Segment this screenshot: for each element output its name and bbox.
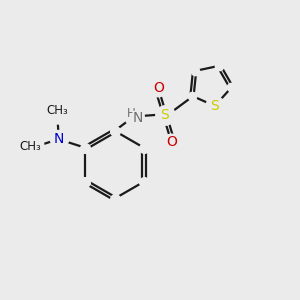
Text: O: O [153,81,164,94]
Text: S: S [160,108,169,122]
Text: S: S [210,99,219,113]
Text: N: N [133,112,143,125]
Text: CH₃: CH₃ [46,104,68,117]
Text: N: N [54,132,64,146]
Text: O: O [166,135,177,149]
Text: CH₃: CH₃ [20,140,41,153]
Text: H: H [127,107,136,120]
